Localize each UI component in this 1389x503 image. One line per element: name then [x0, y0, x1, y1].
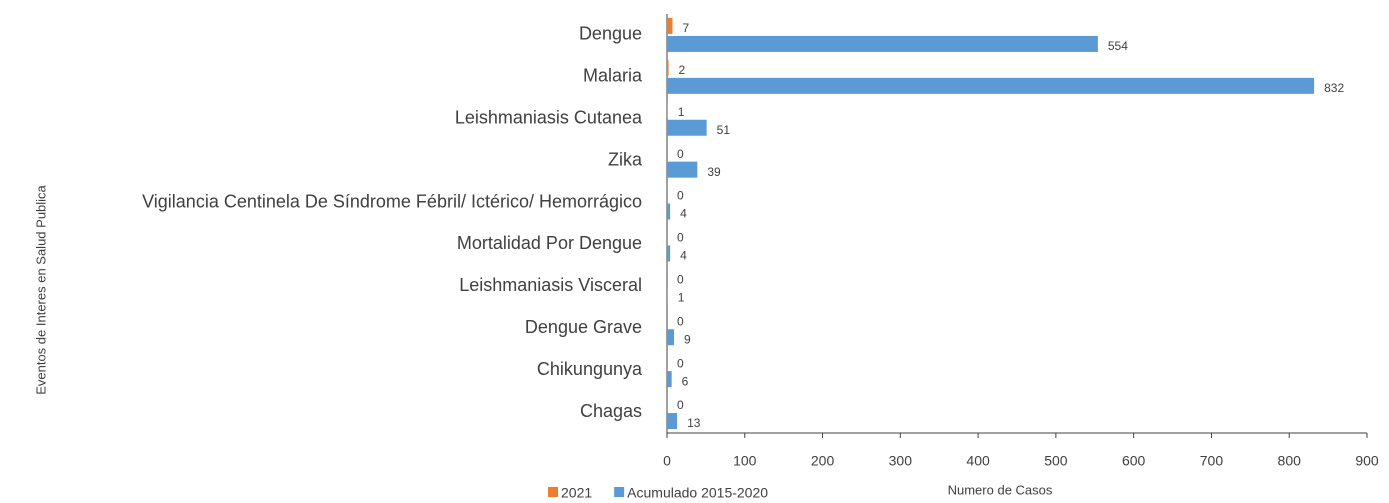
legend-label: Acumulado 2015-2020 [627, 485, 768, 501]
data-label: 6 [682, 374, 689, 388]
data-label: 1 [678, 291, 685, 305]
category-label: Dengue Grave [525, 317, 642, 337]
category-label: Dengue [579, 24, 642, 44]
data-label: 1 [678, 105, 685, 119]
x-tick-label: 600 [1122, 453, 1146, 469]
bar [667, 245, 671, 262]
category-label: Vigilancia Centinela De Síndrome Fébril/… [142, 191, 642, 211]
data-label: 51 [717, 123, 731, 137]
data-label: 0 [677, 314, 684, 328]
bar [667, 101, 668, 118]
data-label: 0 [677, 147, 684, 161]
category-label: Chagas [580, 401, 642, 421]
bar [667, 413, 678, 430]
category-label: Mortalidad Por Dengue [457, 233, 642, 253]
data-label: 9 [684, 332, 691, 346]
x-tick-label: 700 [1200, 453, 1224, 469]
category-label: Zika [608, 149, 643, 169]
data-label: 4 [680, 207, 687, 221]
data-label: 2 [679, 63, 686, 77]
x-tick-label: 200 [811, 453, 835, 469]
category-label: Malaria [583, 66, 643, 86]
y-axis-title: Eventos de Interes en Salud Publica [33, 184, 48, 394]
x-tick-label: 900 [1355, 453, 1379, 469]
x-tick-label: 300 [889, 453, 913, 469]
x-tick-label: 0 [663, 453, 671, 469]
bar [667, 287, 668, 304]
category-label: Chikungunya [537, 359, 643, 379]
bar [667, 371, 672, 388]
data-label: 13 [687, 416, 701, 430]
data-label: 4 [680, 249, 687, 263]
bar [667, 35, 1098, 52]
category-label: Leishmaniasis Cutanea [455, 108, 643, 128]
x-tick-label: 800 [1278, 453, 1302, 469]
data-label: 0 [677, 356, 684, 370]
data-label: 0 [677, 231, 684, 245]
data-label: 554 [1108, 39, 1128, 53]
legend-swatch [548, 487, 558, 497]
legend-label: 2021 [561, 485, 592, 501]
category-label: Leishmaniasis Visceral [459, 275, 642, 295]
data-label: 7 [682, 21, 689, 35]
bar [667, 119, 707, 136]
x-tick-label: 500 [1044, 453, 1068, 469]
data-label: 832 [1324, 81, 1344, 95]
data-label: 0 [677, 398, 684, 412]
bar [667, 17, 673, 34]
x-axis-title: Numero de Casos [948, 482, 1053, 497]
bar [667, 329, 674, 346]
data-label: 0 [677, 273, 684, 287]
bar [667, 203, 671, 220]
data-label: 39 [707, 165, 721, 179]
bar [667, 161, 698, 178]
bar [667, 77, 1315, 94]
x-tick-label: 100 [733, 453, 757, 469]
data-label: 0 [677, 189, 684, 203]
x-tick-label: 400 [966, 453, 990, 469]
legend-swatch [614, 487, 625, 497]
bar [667, 59, 669, 76]
